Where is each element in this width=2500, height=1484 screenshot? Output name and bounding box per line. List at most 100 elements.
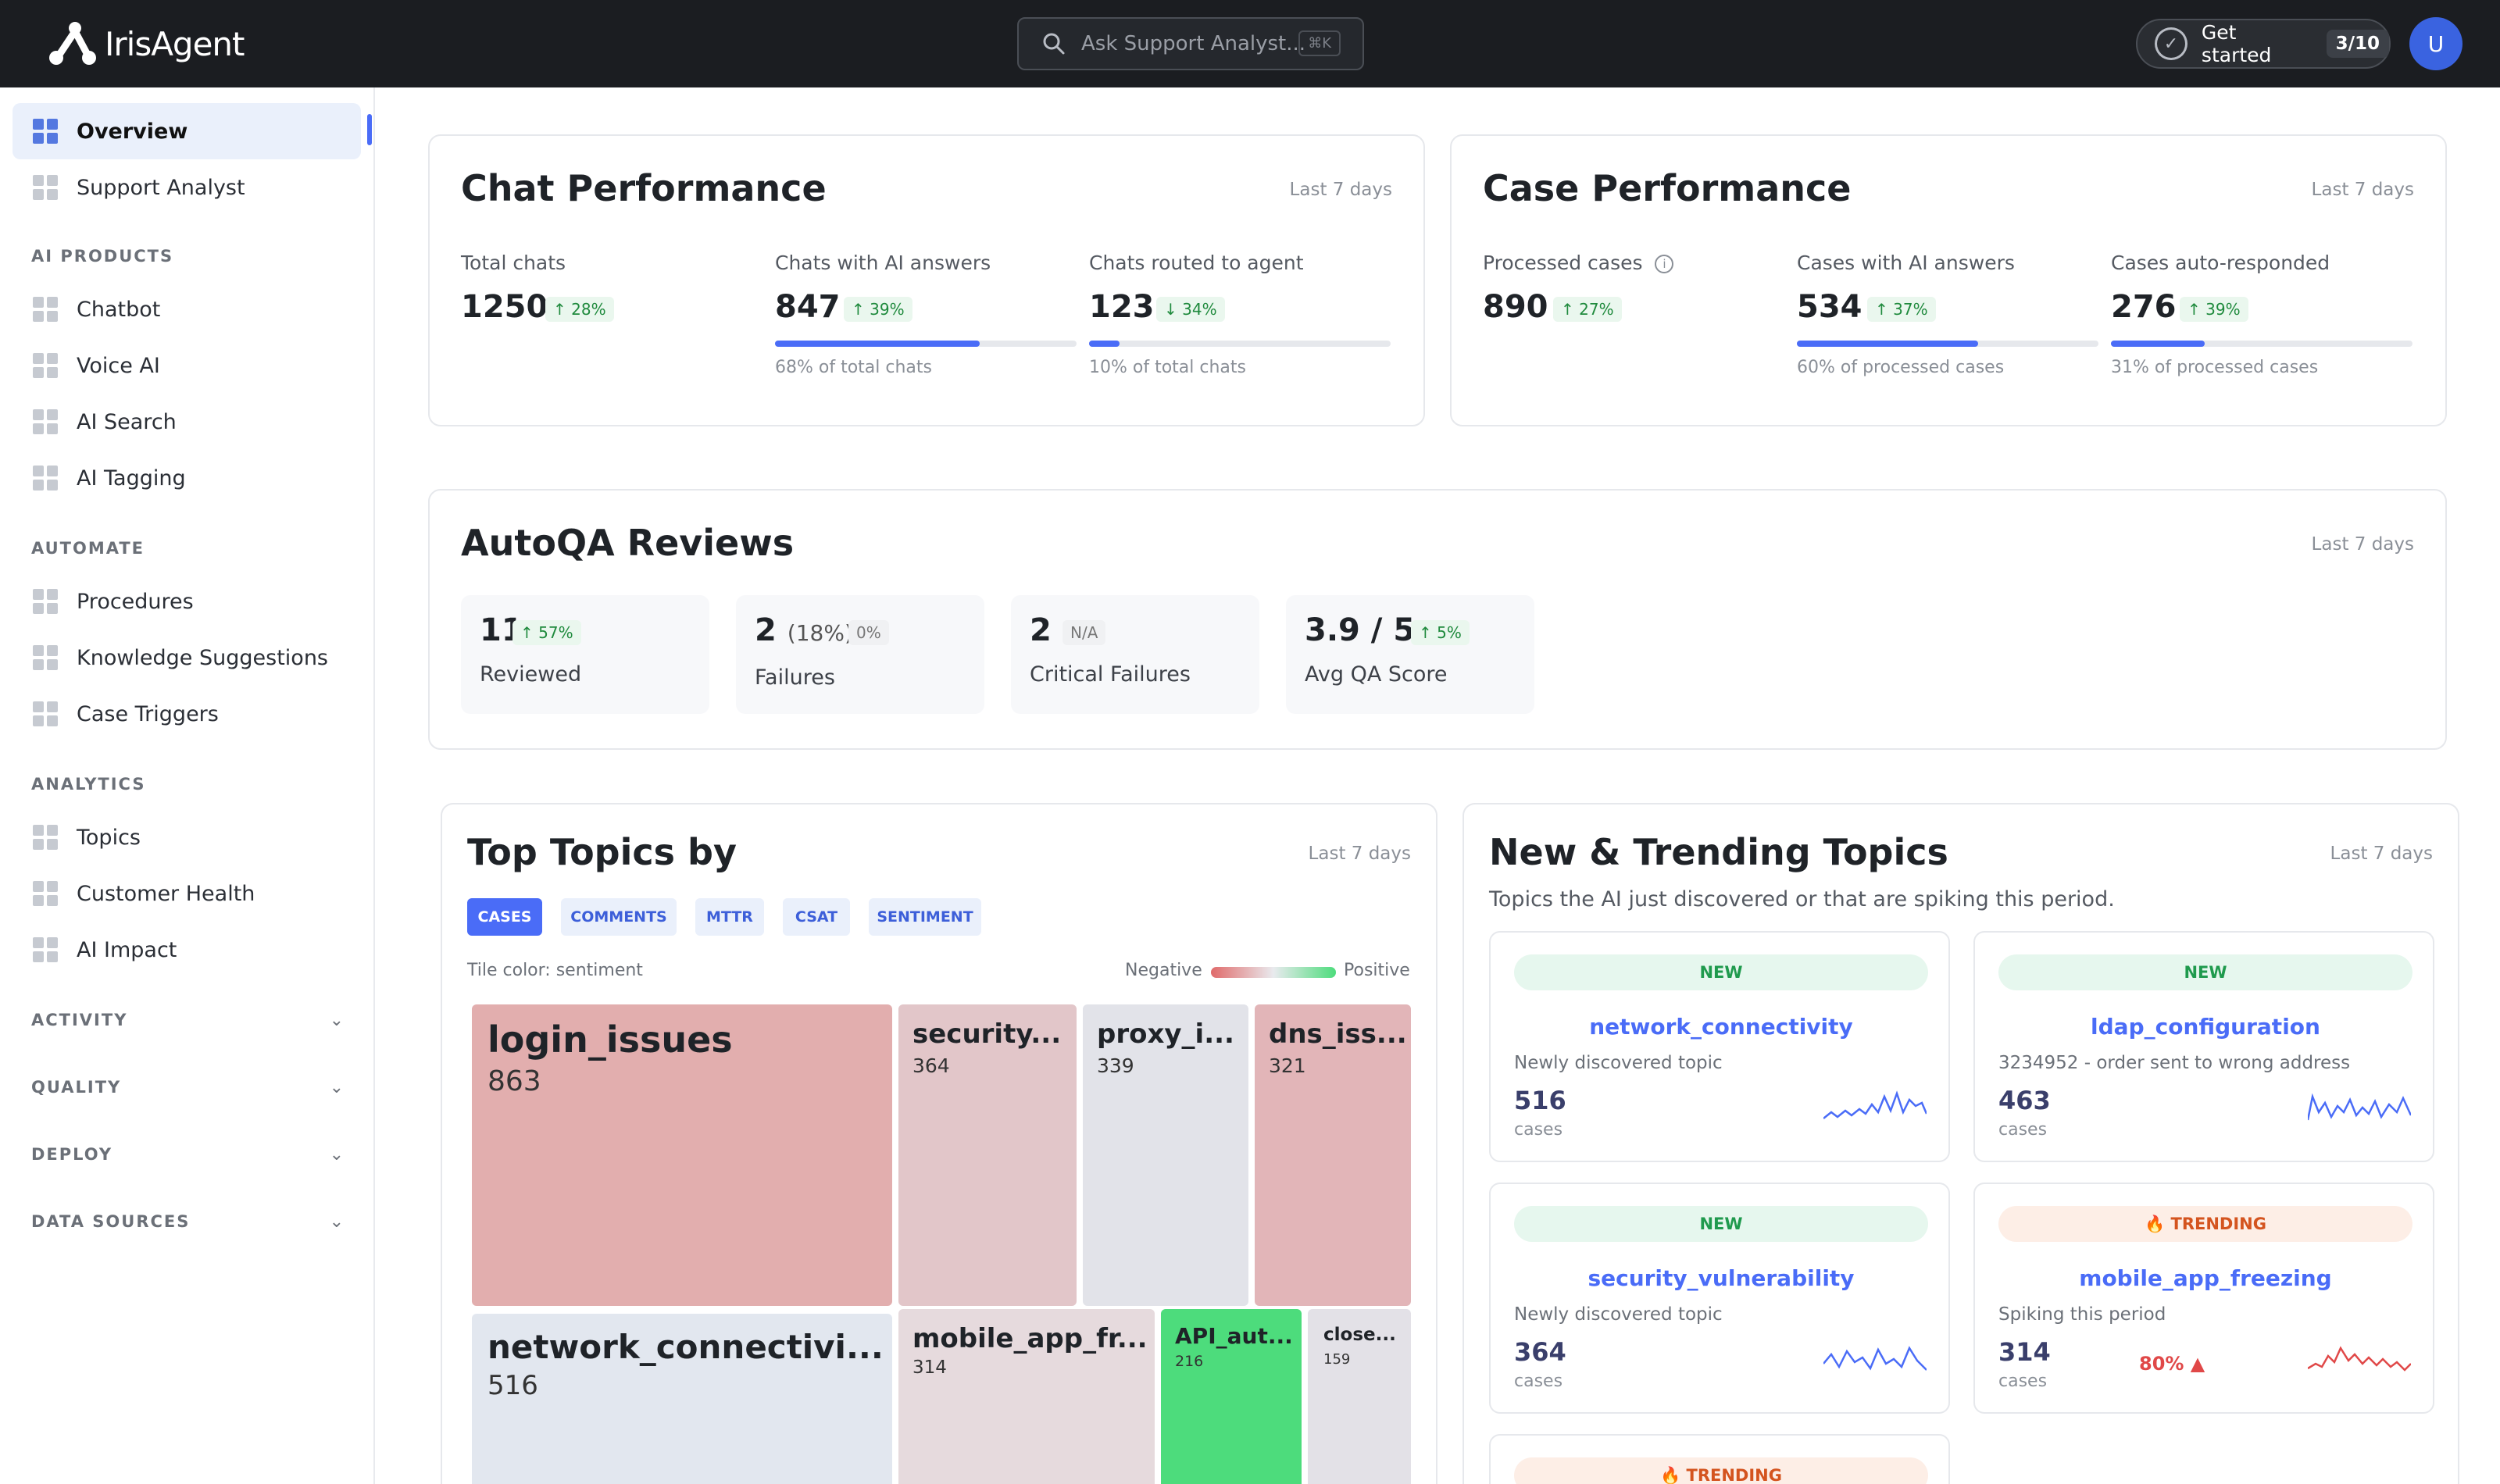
trend-title: mobile_app_freezing	[2079, 1265, 2332, 1291]
progress-bar	[775, 341, 1077, 347]
sidebar-item-ai-impact[interactable]: AI Impact	[12, 922, 361, 978]
metric-value: 534	[1797, 289, 1862, 325]
topic-tile-api-auth[interactable]: API_aut... 216	[1161, 1309, 1302, 1484]
trend-value: 314	[1998, 1337, 2051, 1367]
case-performance-card: Case Performance Last 7 days Processed c…	[1450, 134, 2447, 426]
get-started-button[interactable]: ✓ Get started 3/10	[2136, 19, 2391, 69]
period-label: Last 7 days	[1308, 844, 1411, 864]
qa-value: 2 (18%)	[755, 612, 853, 648]
sidebar-item-voice-ai[interactable]: Voice AI	[12, 337, 361, 394]
sidebar-item-ai-search[interactable]: AI Search	[12, 394, 361, 450]
delta-badge: ↑ 57%	[512, 620, 581, 645]
period-label: Last 7 days	[2311, 180, 2414, 200]
sidebar-item-ai-tagging[interactable]: AI Tagging	[12, 450, 361, 506]
logo[interactable]: IrisAgent	[48, 20, 245, 67]
sidebar-item-knowledge-suggestions[interactable]: Knowledge Suggestions	[12, 630, 361, 686]
trend-title: ldap_configuration	[2091, 1014, 2320, 1040]
section-label-automate: AUTOMATE	[31, 539, 145, 558]
topic-tile-mobile-app[interactable]: mobile_app_fr... 314	[898, 1309, 1155, 1484]
tab-sentiment[interactable]: SENTIMENT	[869, 898, 981, 936]
topic-tile-security[interactable]: security... 364	[898, 1004, 1077, 1306]
sidebar-item-label: Support Analyst	[77, 175, 245, 200]
top-topics-card: Top Topics by Last 7 days CASES COMMENTS…	[441, 803, 1438, 1484]
delta-badge: ↑ 5%	[1411, 620, 1470, 645]
topic-tile-network-connectivity[interactable]: network_connectivi... 516	[472, 1314, 892, 1484]
grid-icon	[33, 297, 58, 322]
trend-card[interactable]: NEW security_vulnerability Newly discove…	[1489, 1183, 1950, 1414]
sidebar-item-label: Customer Health	[77, 881, 255, 906]
sidebar-item-overview[interactable]: Overview	[12, 103, 361, 159]
card-title: New & Trending Topics	[1489, 831, 1948, 873]
metric-label: Cases with AI answers	[1797, 251, 2015, 274]
metric-value: 1250	[461, 289, 548, 325]
delta-badge: N/A	[1062, 620, 1106, 645]
period-label: Last 7 days	[2330, 844, 2433, 864]
sidebar-item-topics[interactable]: Topics	[12, 809, 361, 865]
tile-count: 339	[1097, 1054, 1134, 1077]
tab-csat[interactable]: CSAT	[783, 898, 850, 936]
section-toggle-quality[interactable]: QUALITY ⌄	[31, 1072, 344, 1103]
sidebar-item-chatbot[interactable]: Chatbot	[12, 281, 361, 337]
progress-bar	[1089, 341, 1391, 347]
section-toggle-data-sources[interactable]: DATA SOURCES ⌄	[31, 1206, 344, 1237]
sparkline	[2308, 1093, 2411, 1121]
sidebar-item-support-analyst[interactable]: Support Analyst	[12, 159, 361, 216]
progress-fill	[2111, 341, 2205, 347]
sidebar-item-label: Chatbot	[77, 297, 161, 322]
metric-value: 890	[1483, 289, 1548, 325]
qa-value-extra: (18%)	[787, 620, 853, 646]
autoqa-card: AutoQA Reviews Last 7 days 11 ↑ 57% Revi…	[428, 489, 2447, 750]
metric-label: Cases auto-responded	[2111, 251, 2330, 274]
check-circle-icon: ✓	[2155, 27, 2188, 60]
metric-value: 123	[1089, 289, 1155, 325]
search-input[interactable]: Ask Support Analyst... ⌘K	[1017, 17, 1364, 70]
sidebar-item-case-triggers[interactable]: Case Triggers	[12, 686, 361, 742]
progress-note: 68% of total chats	[775, 358, 932, 377]
trend-subtitle: Newly discovered topic	[1514, 1304, 1723, 1325]
section-toggle-activity[interactable]: ACTIVITY ⌄	[31, 1004, 344, 1036]
delta-badge: ↑ 39%	[2180, 297, 2248, 322]
avatar[interactable]: U	[2409, 17, 2462, 70]
trend-card[interactable]: 🔥 TRENDING mobile_app_freezing Spiking t…	[1973, 1183, 2434, 1414]
section-toggle-deploy[interactable]: DEPLOY ⌄	[31, 1139, 344, 1170]
metric-label: Processed cases i	[1483, 251, 1674, 274]
metric-label: Chats with AI answers	[775, 251, 991, 274]
grid-icon	[33, 645, 58, 670]
tab-mttr[interactable]: MTTR	[695, 898, 764, 936]
qa-stat-reviewed: 11 ↑ 57% Reviewed	[461, 595, 709, 714]
status-badge: 🔥 TRENDING	[1998, 1206, 2412, 1242]
trend-title: security_vulnerability	[1588, 1265, 1855, 1291]
progress-fill	[775, 341, 980, 347]
topic-tile-login-issues[interactable]: login_issues 863	[472, 1004, 892, 1306]
section-label-analytics: ANALYTICS	[31, 775, 146, 794]
topic-tile-dns[interactable]: dns_iss... 321	[1255, 1004, 1411, 1306]
irisagent-logo-icon	[49, 22, 96, 65]
tile-color-note: Tile color: sentiment	[467, 961, 643, 980]
info-icon[interactable]: i	[1655, 255, 1674, 273]
tile-count: 314	[912, 1357, 947, 1378]
status-badge: 🔥 TRENDING	[1514, 1457, 1928, 1484]
active-indicator	[367, 114, 372, 145]
trend-unit: cases	[1514, 1372, 1563, 1391]
sidebar-item-customer-health[interactable]: Customer Health	[12, 865, 361, 922]
delta-badge: 0%	[848, 620, 889, 645]
trend-card[interactable]: NEW network_connectivity Newly discovere…	[1489, 931, 1950, 1162]
qa-value: 3.9 / 5	[1305, 612, 1416, 648]
sidebar: Overview Support Analyst AI PRODUCTS Cha…	[0, 87, 375, 1484]
search-icon	[1043, 33, 1065, 55]
topic-tile-close[interactable]: close... 159	[1308, 1309, 1411, 1484]
trend-card[interactable]: 🔥 TRENDING	[1489, 1434, 1950, 1484]
trend-card[interactable]: NEW ldap_configuration 3234952 - order s…	[1973, 931, 2434, 1162]
tile-name: login_issues	[488, 1018, 733, 1061]
status-badge: NEW	[1514, 954, 1928, 990]
sidebar-item-label: Procedures	[77, 589, 194, 614]
sidebar-item-label: AI Impact	[77, 937, 177, 962]
tab-comments[interactable]: COMMENTS	[561, 898, 677, 936]
topic-tile-proxy[interactable]: proxy_i... 339	[1083, 1004, 1248, 1306]
metric-value: 276	[2111, 289, 2177, 325]
grid-icon	[33, 353, 58, 378]
sidebar-item-procedures[interactable]: Procedures	[12, 573, 361, 630]
qa-label: Avg QA Score	[1305, 662, 1448, 687]
tab-cases[interactable]: CASES	[467, 898, 542, 936]
delta-badge: ↑ 39%	[844, 297, 912, 322]
